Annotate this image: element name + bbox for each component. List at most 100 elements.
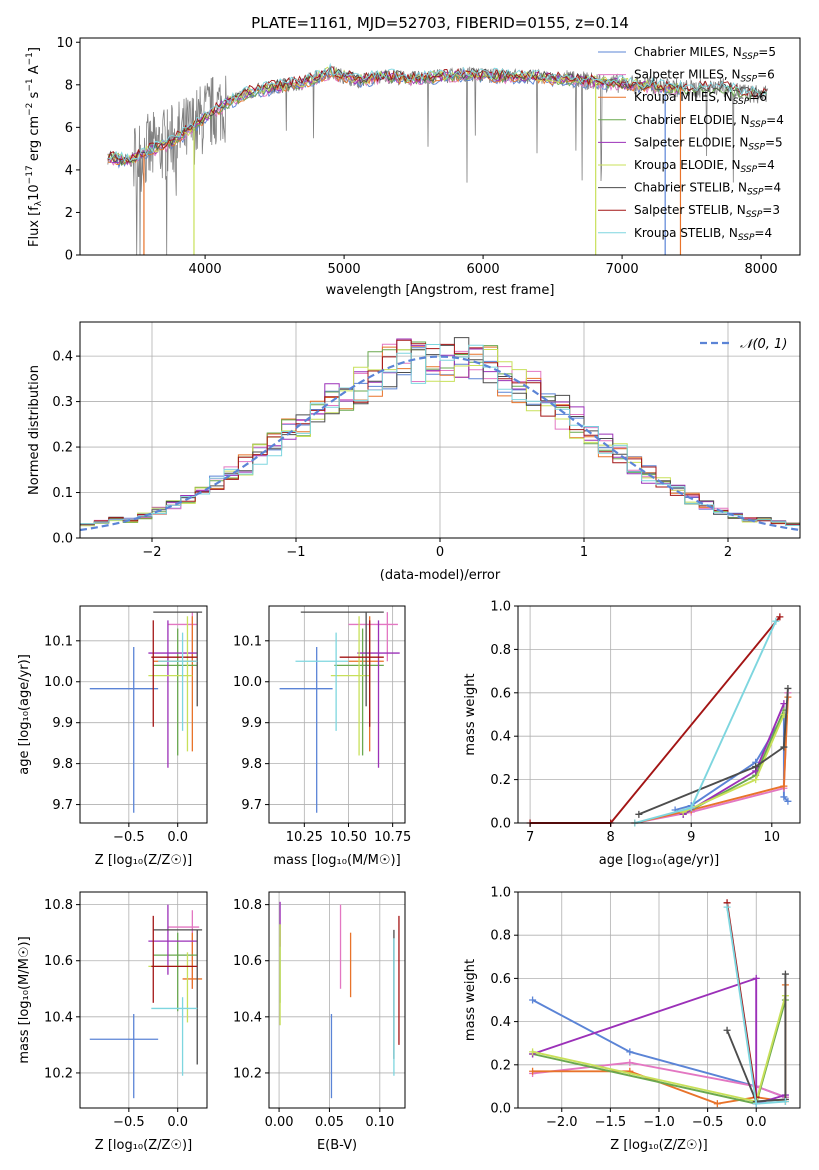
weight-point-marker xyxy=(713,1100,721,1108)
axes-frame xyxy=(79,605,208,824)
x-tick-label: 1 xyxy=(580,545,588,560)
model-spectrum-line xyxy=(107,65,767,165)
y-tick-label: 8 xyxy=(65,78,73,93)
weight-point-marker xyxy=(781,1098,789,1106)
legend-entry: Kroupa ELODIE, NSSP=4 xyxy=(634,158,775,175)
mass-vs-metallicity-panel: −0.5 0.0 10.2 10.4 10.6 10.8 Z [log₁₀(Z/Z☉)] ma… xyxy=(17,891,208,1153)
y-tick-label: 1.0 xyxy=(490,600,511,615)
y-tick-label: 10.6 xyxy=(44,954,73,969)
y-tick-label: 9.7 xyxy=(52,798,73,813)
x-tick-label: −0.5 xyxy=(113,830,145,845)
normal-distribution-curve xyxy=(79,355,801,532)
y-tick-label: 0.0 xyxy=(490,1102,511,1117)
weight-point-marker xyxy=(723,903,731,911)
y-tick-label: 0.6 xyxy=(490,686,511,701)
x-tick-label: −0.5 xyxy=(692,1115,724,1130)
x-tick-label: −0.5 xyxy=(113,1115,145,1130)
x-tick-label: 2 xyxy=(724,545,732,560)
x-axis-label: Z [log₁₀(Z/Z☉)] xyxy=(610,1138,707,1153)
y-tick-label: 6 xyxy=(65,121,73,136)
figure-title: PLATE=1161, MJD=52703, FIBERID=0155, z=0… xyxy=(251,14,629,32)
y-tick-label: 0.2 xyxy=(490,1058,511,1073)
y-tick-label: 10.0 xyxy=(233,675,262,690)
legend-entry: Chabrier STELIB, NSSP=4 xyxy=(634,181,781,198)
spectrum-panel: 4000 5000 6000 7000 8000 0 2 4 6 8 10 wavelength [A… xyxy=(25,36,801,298)
y-tick-label: 0.0 xyxy=(490,817,511,832)
weight-point-marker xyxy=(635,810,643,818)
weight-point-marker xyxy=(529,1067,537,1075)
x-tick-label: 0.10 xyxy=(365,1115,394,1130)
y-tick-label: 9.7 xyxy=(241,798,262,813)
weight-point-marker xyxy=(781,970,789,978)
y-tick-label: 0.2 xyxy=(490,773,511,788)
weight-point-marker xyxy=(529,996,537,1004)
x-tick-label: 10.25 xyxy=(286,830,323,845)
x-axis-label: age [log₁₀(age/yr)] xyxy=(599,853,720,868)
x-tick-label: 10 xyxy=(764,830,781,845)
weight-point-marker xyxy=(752,1100,760,1108)
x-tick-label: 0.05 xyxy=(315,1115,344,1130)
weight-point-marker xyxy=(780,743,788,751)
weight-point-marker xyxy=(723,1026,731,1034)
y-axis-label: age [log₁₀(age/yr)] xyxy=(17,654,32,775)
y-axis-label: mass weight xyxy=(463,673,478,755)
axes-frame xyxy=(517,605,801,824)
legend-entry: Salpeter MILES, NSSP=6 xyxy=(634,68,775,85)
x-tick-label: 8 xyxy=(607,830,615,845)
mass-vs-extinction-panel: 0.00 0.05 0.10 10.2 10.4 10.6 10.8 E(B-V) xyxy=(233,891,406,1153)
weight-point-marker xyxy=(776,613,784,621)
weight-series-line xyxy=(634,697,789,824)
x-axis-label: Z [log₁₀(Z/Z☉)] xyxy=(95,1138,192,1153)
weight-series-line xyxy=(682,714,785,813)
x-tick-label: −1.5 xyxy=(595,1115,627,1130)
y-tick-label: 0.8 xyxy=(490,643,511,658)
y-tick-label: 10.1 xyxy=(233,634,262,649)
weight-point-marker xyxy=(780,793,788,801)
weight-point-marker xyxy=(687,804,695,812)
y-tick-label: 10 xyxy=(56,36,73,51)
legend-entry: Chabrier MILES, NSSP=5 xyxy=(634,45,776,62)
model-spectrum-line xyxy=(107,62,767,163)
x-tick-label: 8000 xyxy=(745,262,778,277)
weight-point-marker xyxy=(780,782,788,790)
axes-frame xyxy=(79,891,208,1109)
weight-series-line xyxy=(532,977,786,1105)
y-axis-label: mass weight xyxy=(463,959,478,1041)
x-tick-label: 6000 xyxy=(467,262,500,277)
weight-vs-age-panel: 7 8 9 10 0.0 0.2 0.4 0.6 0.8 1.0 age [log₁₀(age/yr… xyxy=(463,600,801,868)
y-tick-label: 9.8 xyxy=(241,757,262,772)
y-tick-label: 10.2 xyxy=(233,1066,262,1081)
weight-point-marker xyxy=(772,617,780,625)
y-tick-label: 10.4 xyxy=(44,1010,73,1025)
weight-point-marker xyxy=(626,1059,634,1067)
x-tick-label: 0 xyxy=(436,545,444,560)
x-tick-label: 7 xyxy=(526,830,534,845)
y-axis-label: Flux [fλ10−17 erg cm−2 s−1 A−1] xyxy=(25,47,44,247)
x-axis-label: wavelength [Angstrom, rest frame] xyxy=(326,283,555,298)
y-tick-label: 0.3 xyxy=(52,395,73,410)
y-tick-label: 10.8 xyxy=(233,898,262,913)
x-axis-label: (data-model)/error xyxy=(380,568,501,583)
spectrum-plot-area xyxy=(107,62,769,255)
residual-histogram-step xyxy=(80,344,800,526)
x-tick-label: 5000 xyxy=(328,262,361,277)
y-tick-label: 0.1 xyxy=(52,486,73,501)
x-tick-label: 0.0 xyxy=(746,1115,767,1130)
weight-series-line xyxy=(638,688,789,816)
axes-frame xyxy=(79,37,801,256)
residual-histogram-step xyxy=(80,349,800,527)
weight-series-line xyxy=(530,616,781,824)
residual-histogram-step xyxy=(80,338,800,526)
weight-point-marker xyxy=(784,684,792,692)
x-axis-label: E(B-V) xyxy=(317,1138,357,1153)
y-tick-label: 0.4 xyxy=(490,730,511,745)
weight-series-line xyxy=(532,1061,786,1099)
y-tick-label: 0.0 xyxy=(52,532,73,547)
x-tick-label: −2 xyxy=(142,545,161,560)
x-tick-label: 0.00 xyxy=(265,1115,294,1130)
legend-entry: Salpeter STELIB, NSSP=3 xyxy=(634,203,780,220)
x-tick-label: 10.75 xyxy=(374,830,411,845)
y-axis-label: mass [log₁₀(M/M☉)] xyxy=(17,936,32,1063)
y-tick-label: 9.9 xyxy=(241,716,262,731)
